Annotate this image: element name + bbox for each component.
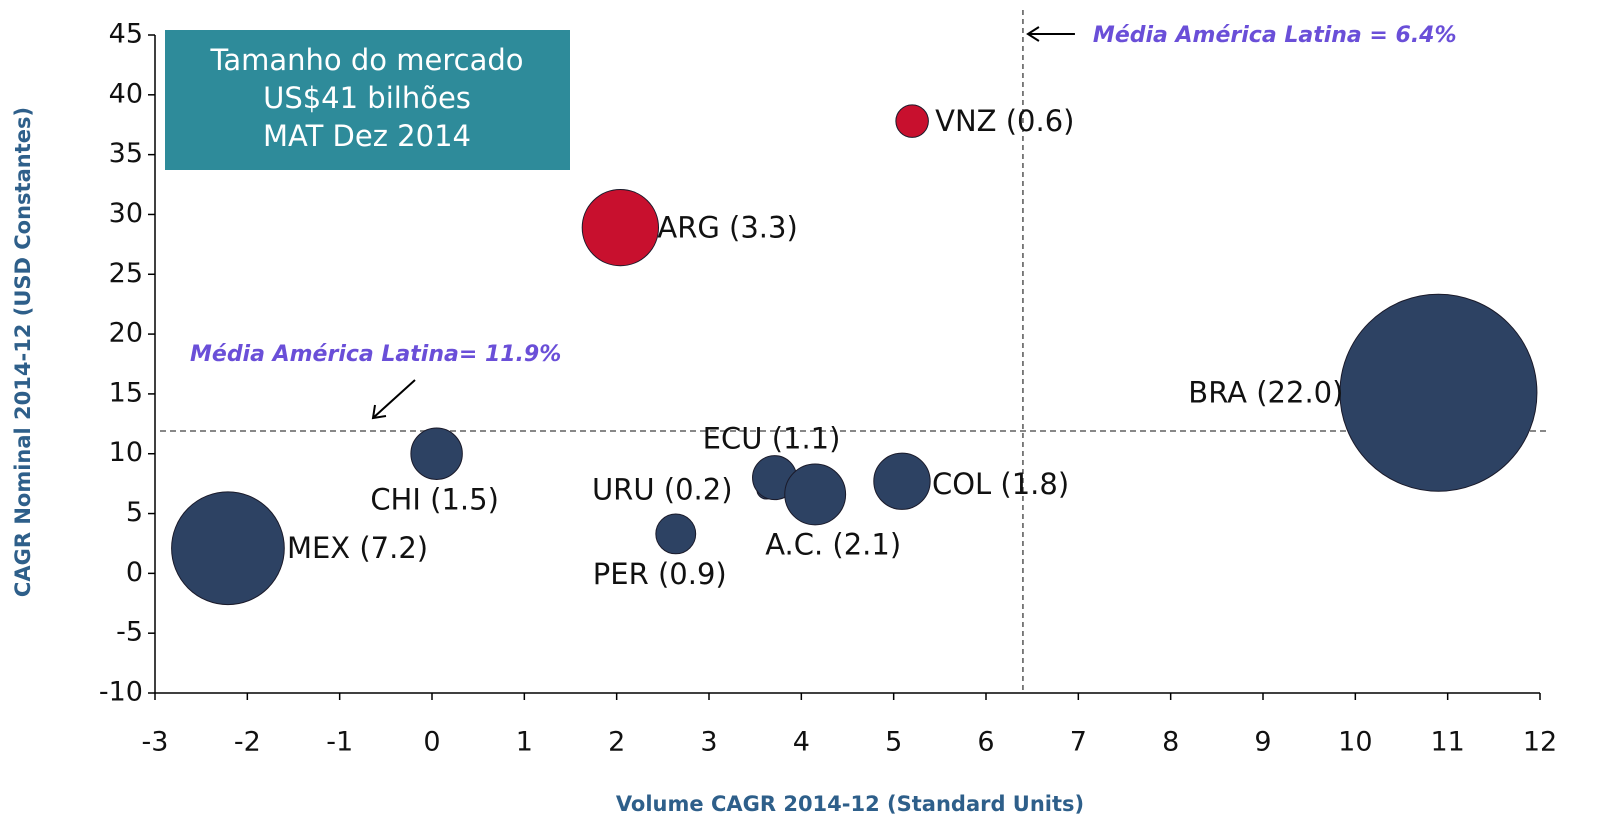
y-tick-label: 40 (109, 78, 143, 109)
bubble (410, 427, 463, 480)
y-tick-label: -10 (99, 677, 143, 708)
info-box (165, 30, 570, 170)
x-tick-label: 9 (1254, 727, 1271, 758)
bubble (655, 513, 697, 555)
bubble (784, 463, 847, 526)
y-tick-label: 45 (109, 19, 143, 50)
bubble (1339, 293, 1538, 492)
x-tick-label: 10 (1338, 727, 1372, 758)
x-tick-label: -1 (326, 727, 353, 758)
bubble (171, 491, 285, 606)
y-tick-label: 35 (109, 138, 143, 169)
reference-label: Média América Latina = 6.4% (1093, 23, 1457, 48)
x-tick-label: 12 (1523, 727, 1557, 758)
y-tick-label: -5 (116, 617, 143, 648)
x-tick-label: 0 (423, 727, 440, 758)
y-tick-label: 5 (126, 497, 143, 528)
y-tick-label: 10 (109, 437, 143, 468)
bubble-label: MEX (7.2) (287, 531, 428, 565)
x-tick-label: 2 (608, 727, 625, 758)
info-text: MAT Dez 2014 (263, 119, 471, 153)
bubble-label: A.C. (2.1) (765, 527, 901, 561)
y-axis-title: CAGR Nominal 2014-12 (USD Constantes) (11, 107, 35, 597)
bubble (581, 188, 660, 267)
arrow (371, 379, 416, 420)
x-tick-label: 8 (1162, 727, 1179, 758)
y-tick-label: 20 (109, 318, 143, 349)
y-tick-label: 15 (109, 377, 143, 408)
bubble-label: BRA (22.0) (1188, 376, 1343, 410)
x-axis-title: Volume CAGR 2014-12 (Standard Units) (616, 792, 1084, 816)
x-tick-label: 7 (1070, 727, 1087, 758)
bubble-label: PER (0.9) (593, 557, 727, 591)
x-tick-label: 5 (885, 727, 902, 758)
bubble-label: URU (0.2) (592, 473, 733, 507)
bubble (895, 104, 929, 138)
info-text: Tamanho do mercado (209, 43, 523, 77)
info-text: US$41 bilhões (263, 81, 471, 115)
bubble-label: VNZ (0.6) (935, 104, 1074, 138)
bubble (873, 452, 931, 510)
x-tick-label: -3 (142, 727, 169, 758)
x-tick-label: 4 (793, 727, 810, 758)
reference-label: Média América Latina= 11.9% (190, 342, 561, 367)
bubble-label: CHI (1.5) (370, 483, 499, 517)
y-tick-label: 30 (109, 198, 143, 229)
bubble-label: COL (1.8) (932, 467, 1069, 501)
bubble-label: ARG (3.3) (657, 211, 797, 245)
x-tick-label: -2 (234, 727, 261, 758)
y-tick-label: 0 (126, 557, 143, 588)
x-tick-label: 1 (516, 727, 533, 758)
x-tick-label: 11 (1430, 727, 1464, 758)
x-tick-label: 6 (977, 727, 994, 758)
arrow (1026, 26, 1075, 42)
bubble-label: ECU (1.1) (703, 422, 841, 456)
y-tick-label: 25 (109, 258, 143, 289)
x-tick-label: 3 (700, 727, 717, 758)
